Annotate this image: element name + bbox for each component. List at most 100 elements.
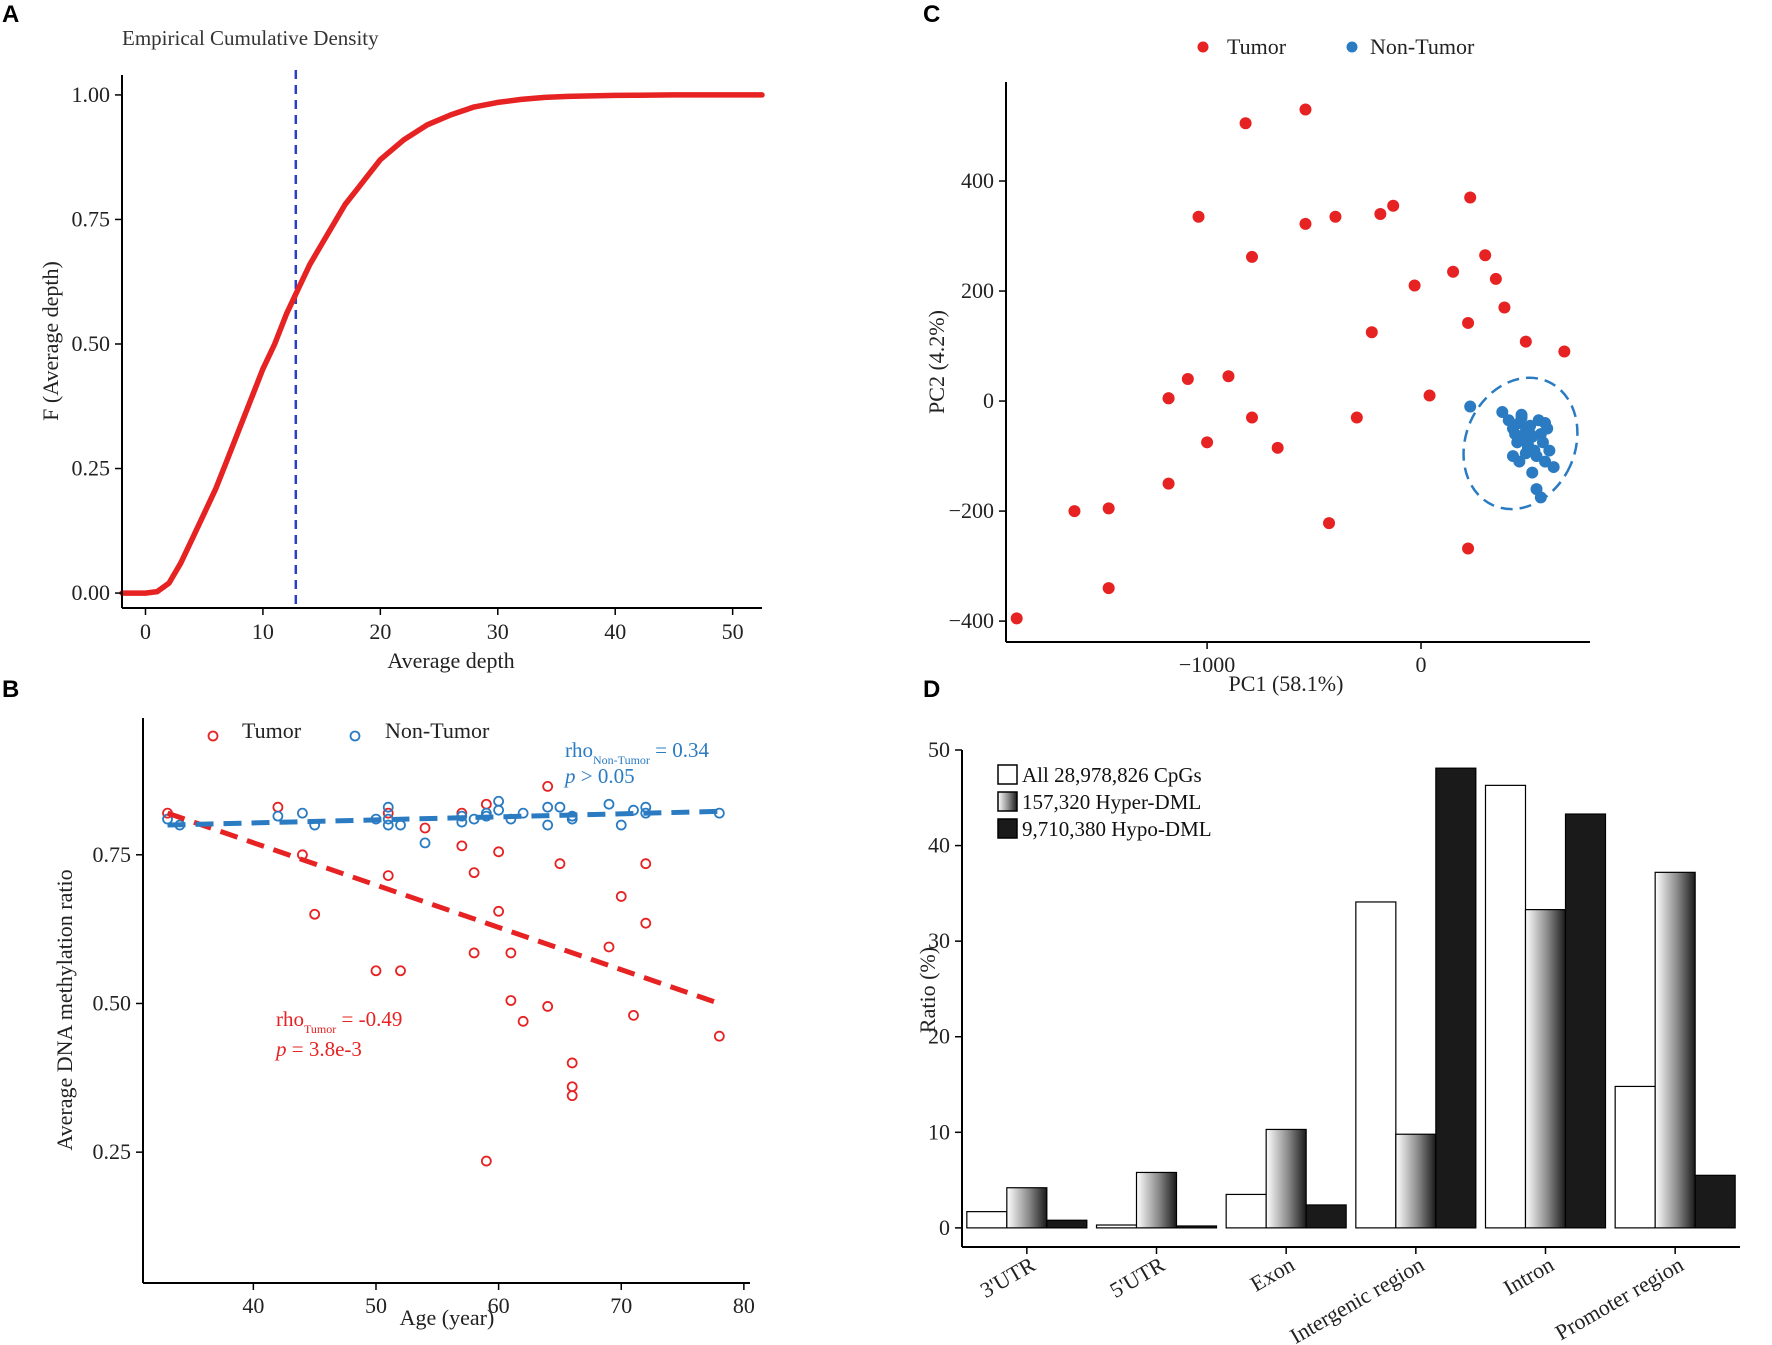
panel-a-y-tick-label: 0.00 (72, 580, 111, 605)
panel-c-tumor-point (1329, 210, 1342, 223)
panel-b-tumor-point (554, 858, 566, 870)
panel-b-nontumor-point (517, 807, 529, 819)
panel-c-nontumor-point (1496, 406, 1509, 419)
panel-c-nontumor-point (1530, 450, 1543, 463)
panel-c-nontumor-point (1524, 419, 1537, 432)
panel-b-nontumor-point (297, 807, 308, 819)
panel-b-tumor-point (615, 891, 627, 902)
panel-c-tumor-point (1299, 103, 1312, 116)
panel-c-y-label: PC2 (4.2%) (924, 310, 949, 414)
panel-d-bar-black (1435, 767, 1477, 1229)
panel-b-legend-nontumor-label: Non-Tumor (385, 718, 490, 743)
panel-d-bar-black (1564, 813, 1607, 1229)
panel-c-tumor-point (1162, 477, 1175, 490)
panel-d-bar-gradient (1006, 1187, 1048, 1229)
panel-a-x-tick-label: 0 (140, 619, 151, 644)
panel-d-legend-hypo-label: 9,710,380 Hypo-DML (1022, 817, 1212, 841)
panel-b-tumor-point (517, 1015, 529, 1027)
panel-b-tumor-point (505, 947, 517, 959)
panel-b-tumor-point (382, 807, 394, 819)
panel-b-nontumor-point (554, 801, 566, 813)
panel-b-nontumor-p: p > 0.05 (563, 764, 635, 788)
panel-b-y-tick-label: 0.25 (93, 1139, 132, 1164)
panel-b-tumor-point (480, 798, 492, 810)
panel-c-tumor-point (1192, 210, 1205, 223)
panel-c-tumor-point (1102, 582, 1115, 595)
panel-b-tumor-point (713, 1030, 725, 1042)
panel-b-tumor-point (370, 965, 382, 977)
panel-a-x-tick-label: 10 (252, 619, 274, 644)
panel-d-bar-white (1225, 1193, 1267, 1229)
panel-c-legend-nontumor-label: Non-Tumor (1370, 34, 1475, 59)
panel-d-x-tick-label: Exon (1246, 1252, 1299, 1297)
panel-d-bar-white (1614, 1085, 1656, 1229)
panel-b-nontumor-point (603, 798, 615, 810)
panel-a-y-tick-label: 1.00 (72, 82, 111, 107)
panel-c-tumor-point (1350, 411, 1363, 424)
panel-c-tumor-point (1479, 249, 1492, 262)
panel-c-tumor-point (1365, 326, 1378, 339)
panel-c-tumor-point (1462, 542, 1475, 555)
panel-b-nontumor-point (628, 804, 639, 816)
panel-b-tumor-point (505, 995, 517, 1006)
panel-letter-b: B (2, 676, 19, 703)
panel-b-tumor-point (603, 941, 615, 953)
panel-a-x-ticks: 0 10 20 30 40 50 (140, 608, 744, 644)
panel-d-y-label: Ratio (%) (915, 947, 940, 1033)
panel-b-tumor-point (468, 947, 480, 959)
panel-c-tumor-point (1222, 370, 1235, 383)
panel-c-tumor-point (1299, 217, 1312, 230)
panel-b-plot-area (162, 780, 725, 1167)
panel-b-tumor-rho: rhoTumor = -0.49 (276, 1007, 402, 1036)
panel-d-legend-all-label: All 28,978,826 CpGs (1022, 763, 1202, 787)
panel-b-tumor-point (309, 908, 321, 920)
panel-c-nontumor-point (1534, 491, 1547, 504)
panel-b-tumor-point (419, 822, 431, 834)
panel-b-y-tick-label: 0.50 (93, 990, 132, 1015)
panel-b-tumor-point (395, 965, 406, 977)
panel-c-tumor-point (1246, 250, 1259, 263)
panel-d-bar-gradient (1265, 1128, 1307, 1229)
panel-letter-d: D (923, 676, 940, 703)
panel-d-x-tick-label: Intergenic region (1286, 1252, 1429, 1345)
panel-c-tumor-point (1162, 392, 1175, 405)
panel-c-pca: Tumor Non-Tumor −400 −200 0 200 400 −1000 0 P… (924, 34, 1590, 696)
panel-c-tumor-point (1447, 265, 1460, 278)
panel-c-nontumor-point (1539, 417, 1552, 430)
panel-b-tumor-point (566, 1081, 578, 1093)
panel-b-tumor-point (456, 840, 468, 852)
panel-b-tumor-point (493, 846, 505, 858)
panel-c-tumor-point (1462, 316, 1475, 329)
panel-b-y-label: Average DNA methylation ratio (52, 869, 77, 1150)
panel-d-bar-gradient (1654, 871, 1696, 1229)
panel-c-plot-area (1010, 103, 1579, 625)
panel-letter-a: A (2, 1, 19, 28)
panel-d-legend-hyper-swatch (997, 791, 1018, 812)
panel-c-nontumor-point (1524, 428, 1537, 441)
panel-a-title: Empirical Cumulative Density (122, 26, 379, 50)
panel-d-legend-hyper-label: 157,320 Hyper-DML (1022, 790, 1201, 814)
panel-d-bar-white (1484, 784, 1527, 1229)
panel-d-x-tick-label: 3'UTR (976, 1252, 1040, 1303)
panel-c-tumor-point (1068, 505, 1081, 518)
panel-c-tumor-point (1201, 436, 1214, 449)
panel-b-nontumor-point (542, 801, 554, 813)
panel-c-x-label: PC1 (58.1%) (1229, 671, 1344, 696)
panel-b-legend-nontumor-marker (349, 730, 361, 742)
panel-b-nontumor-trend-line (167, 808, 720, 828)
panel-b-legend-tumor-label: Tumor (242, 718, 302, 743)
panel-b-tumor-point (480, 1155, 492, 1167)
panel-d-x-tick-label: Promoter region (1551, 1252, 1688, 1345)
panel-b-tumor-point (640, 858, 652, 870)
panel-b-nontumor-point (382, 801, 394, 813)
panel-c-tumor-point (1374, 208, 1387, 221)
panel-c-nontumor-point (1526, 466, 1539, 479)
panel-d-bar-black (1694, 1174, 1736, 1229)
panel-a-y-ticks: 0.00 0.25 0.50 0.75 1.00 (72, 82, 122, 605)
panel-c-nontumor-point (1536, 436, 1549, 449)
panel-b-nontumor-rho: rhoNon-Tumor = 0.34 (565, 738, 709, 767)
panel-c-tumor-point (1271, 441, 1284, 454)
panel-b-y-tick-label: 0.75 (93, 842, 132, 867)
panel-d-y-tick-label: 20 (928, 1024, 950, 1049)
